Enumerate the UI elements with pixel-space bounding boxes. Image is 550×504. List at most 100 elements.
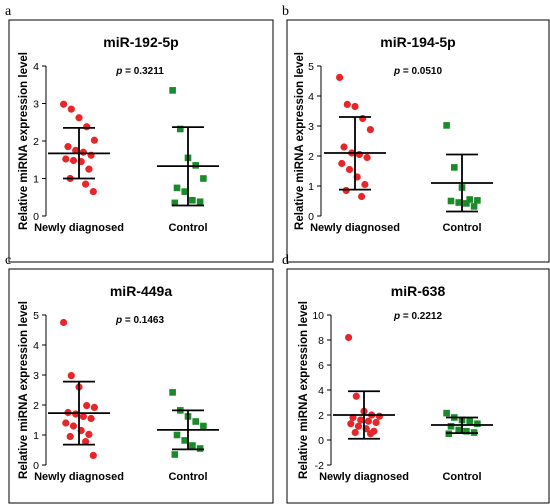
p-symbol: p <box>393 311 400 322</box>
chart-title: miR-449a <box>110 283 172 299</box>
data-point <box>336 73 344 81</box>
data-point <box>64 143 72 151</box>
p-symbol: p <box>393 66 400 77</box>
y-tick-label: 2 <box>33 400 39 412</box>
chart-panel-c: c miR-449a p = 0.1463 Relative miRNA expres… <box>5 253 274 504</box>
y-tick-label: 1 <box>33 174 39 186</box>
data-point <box>89 188 97 196</box>
x-category-label: Newly diagnosed <box>34 471 124 483</box>
y-tick-label: 8 <box>318 335 324 347</box>
y-axis-label: Relative miRNA expression level <box>294 52 306 230</box>
data-point <box>189 442 196 449</box>
y-tick-label: 10 <box>312 310 324 322</box>
y-tick-label: 0 <box>33 460 39 472</box>
series-control <box>431 122 493 213</box>
series-newly-diagnosed <box>324 73 386 201</box>
data-point <box>354 422 363 430</box>
data-point <box>87 414 95 423</box>
data-point <box>90 136 98 144</box>
data-point <box>351 428 359 437</box>
data-point <box>447 422 455 430</box>
data-point <box>352 392 360 400</box>
data-point <box>455 199 462 206</box>
p-value-annotation: p = 0.0510 <box>393 66 443 77</box>
data-point <box>345 165 354 174</box>
y-tick-label: 0 <box>33 211 39 223</box>
p-value-annotation: p = 0.3211 <box>115 66 164 77</box>
data-point <box>364 417 372 425</box>
y-axis-label: Relative miRNA expression level <box>18 301 30 479</box>
y-tick-label: 1 <box>33 430 39 442</box>
series-control <box>157 389 219 458</box>
data-point <box>358 192 366 201</box>
data-point <box>351 102 359 111</box>
data-point <box>75 114 83 122</box>
panel-frame <box>286 19 550 263</box>
series-newly-diagnosed <box>48 100 110 196</box>
data-point <box>181 188 188 195</box>
y-axis-label: Relative miRNA expression level <box>18 52 30 230</box>
y-tick-label: 1 <box>308 181 314 193</box>
data-point <box>474 420 481 428</box>
x-category-label: Control <box>168 222 207 234</box>
data-point <box>85 430 93 438</box>
y-tick-label: 5 <box>33 310 39 322</box>
data-point <box>89 451 97 459</box>
y-tick-label: 3 <box>33 370 39 382</box>
series-control <box>157 87 219 207</box>
data-point <box>372 418 380 427</box>
x-category-label: Newly diagnosed <box>319 471 409 483</box>
x-category-label: Newly diagnosed <box>310 222 400 234</box>
data-point <box>200 175 207 182</box>
data-point <box>67 105 75 113</box>
y-tick-label: 3 <box>33 99 39 111</box>
data-point <box>82 438 90 446</box>
p-symbol: p <box>115 66 122 77</box>
data-point <box>443 409 450 417</box>
p-value: = 0.3211 <box>122 66 164 77</box>
x-category-label: Control <box>442 471 481 483</box>
panel-frame <box>8 268 274 504</box>
y-tick-label: -2 <box>315 460 324 472</box>
data-point <box>200 422 207 430</box>
data-point <box>463 427 470 435</box>
data-point <box>466 196 473 203</box>
chart-title: miR-194-5p <box>380 34 455 50</box>
y-tick-label: 4 <box>318 385 324 397</box>
panel-frame <box>8 19 274 263</box>
y-axis-label: Relative miRNA expression level <box>298 301 310 479</box>
data-point <box>181 437 188 444</box>
data-point <box>192 418 199 425</box>
data-point <box>82 180 90 188</box>
data-point <box>69 156 78 165</box>
data-point <box>443 122 450 129</box>
data-point <box>66 432 74 441</box>
data-point <box>85 165 93 173</box>
data-point <box>60 100 68 108</box>
y-tick-label: 5 <box>308 61 314 73</box>
chart-panel-a: a miR-192-5p p = 0.3211 Relative miRNA expr… <box>5 4 274 263</box>
data-point <box>343 100 351 108</box>
data-point <box>338 159 346 168</box>
x-category-label: Control <box>168 471 207 483</box>
data-point <box>463 200 470 207</box>
data-point <box>466 417 473 425</box>
p-value: = 0.1463 <box>122 315 164 326</box>
p-value-annotation: p = 0.2212 <box>393 311 443 322</box>
data-point <box>189 196 196 204</box>
data-point <box>340 143 348 151</box>
data-point <box>347 420 355 428</box>
data-point <box>177 125 184 133</box>
data-point <box>90 403 98 411</box>
y-tick-label: 4 <box>33 61 39 73</box>
chart-title: miR-192-5p <box>103 34 178 50</box>
data-point <box>451 164 458 171</box>
panel-letter: a <box>5 4 12 19</box>
y-tick-label: 4 <box>308 91 314 103</box>
y-tick-label: 2 <box>33 136 39 148</box>
data-point <box>79 412 87 420</box>
data-point <box>359 114 367 123</box>
data-point <box>62 419 70 427</box>
data-point <box>357 416 365 424</box>
